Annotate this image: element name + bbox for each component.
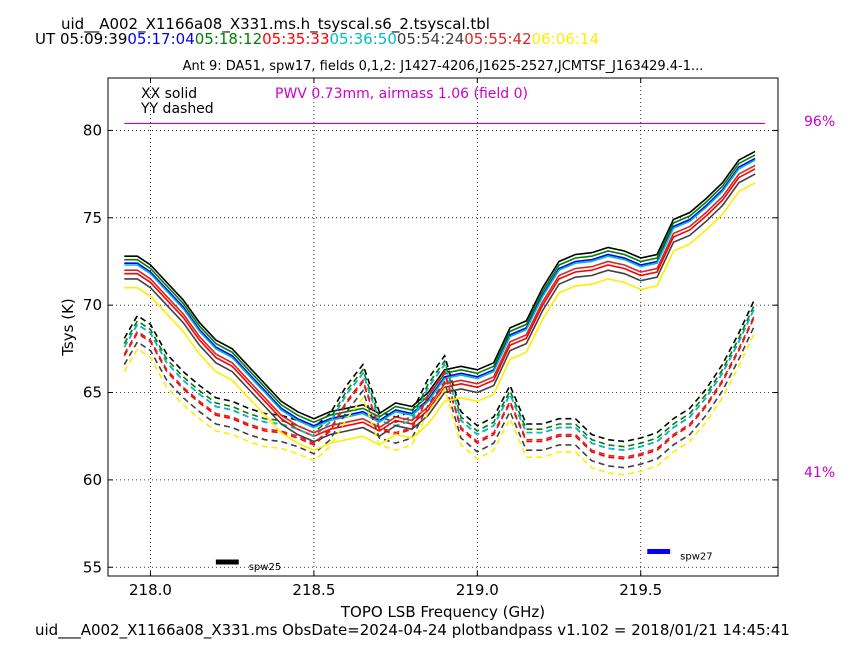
x-tick-label: 218.5 (292, 581, 335, 599)
y-axis-label: Tsys (K) (59, 298, 77, 357)
y-tick-label: 75 (83, 209, 102, 227)
ut-time-6: 05:55:42 (464, 30, 531, 48)
plot-area (108, 78, 778, 576)
ut-time-2: 05:18:12 (195, 30, 262, 48)
axis-ticks: 218.0 218.5 219.0 219.5 55 60 65 70 75 80 (83, 78, 778, 599)
y-tick-label: 60 (83, 471, 102, 489)
spw-label-0: spw25 (249, 562, 281, 573)
chart-title: uid__A002_X1166a08_X331.ms.h_tsyscal.s6_… (61, 15, 490, 34)
legend-solid: XX solid (141, 86, 197, 102)
pct-low-label: 41% (804, 465, 835, 481)
y-tick-label: 70 (83, 296, 102, 314)
ut-time-7: 06:06:14 (532, 30, 599, 48)
series-xx-5 (124, 173, 756, 443)
series-yy-5 (123, 324, 756, 469)
series-yy-6 (123, 313, 756, 459)
series-yy-3 (123, 315, 756, 460)
ut-label: UT (35, 30, 56, 48)
plot-subtitle: Ant 9: DA51, spw17, fields 0,1,2: J1427-… (183, 59, 704, 74)
series-yy-7 (123, 331, 756, 476)
ut-time-4: 05:36:50 (330, 30, 397, 48)
y-tick-label: 65 (83, 384, 102, 402)
x-axis-label: TOPO LSB Frequency (GHz) (340, 603, 545, 621)
footer-text: uid___A002_X1166a08_X331.ms ObsDate=2024… (35, 621, 790, 640)
svg-text:05:09:3905:17:0405:18:1205:35:: 05:09:3905:17:0405:18:1205:35:3305:36:50… (60, 30, 599, 48)
legend-dashed: YY dashed (140, 101, 214, 117)
pct-high-label: 96% (804, 114, 835, 130)
series-xx-6 (124, 164, 756, 434)
series-layer (123, 150, 756, 476)
series-xx-4 (124, 159, 756, 429)
series-xx-0 (124, 150, 756, 420)
x-tick-label: 219.0 (456, 581, 499, 599)
x-tick-label: 219.5 (619, 581, 662, 599)
series-xx-1 (124, 157, 756, 427)
spw-layer: spw25 spw27 (215, 549, 713, 573)
series-xx-3 (124, 168, 756, 438)
pwv-annotation: PWV 0.73mm, airmass 1.06 (field 0) (275, 86, 528, 102)
spw-label-1: spw27 (680, 552, 712, 563)
ut-time-1: 05:17:04 (127, 30, 194, 48)
ut-time-3: 05:35:33 (262, 30, 329, 48)
series-yy-2 (123, 303, 756, 448)
series-xx-7 (124, 182, 756, 452)
series-yy-4 (123, 306, 756, 452)
grid (108, 78, 778, 576)
ut-time-0: 05:09:39 (60, 30, 127, 48)
x-tick-label: 218.0 (129, 581, 172, 599)
plot-frame (107, 77, 779, 577)
series-yy-0 (123, 297, 756, 443)
ut-time-5: 05:54:24 (397, 30, 464, 48)
y-tick-label: 55 (83, 558, 102, 576)
y-tick-label: 80 (83, 121, 102, 139)
ut-times: 05:09:3905:17:0405:18:1205:35:3305:36:50… (60, 30, 599, 48)
